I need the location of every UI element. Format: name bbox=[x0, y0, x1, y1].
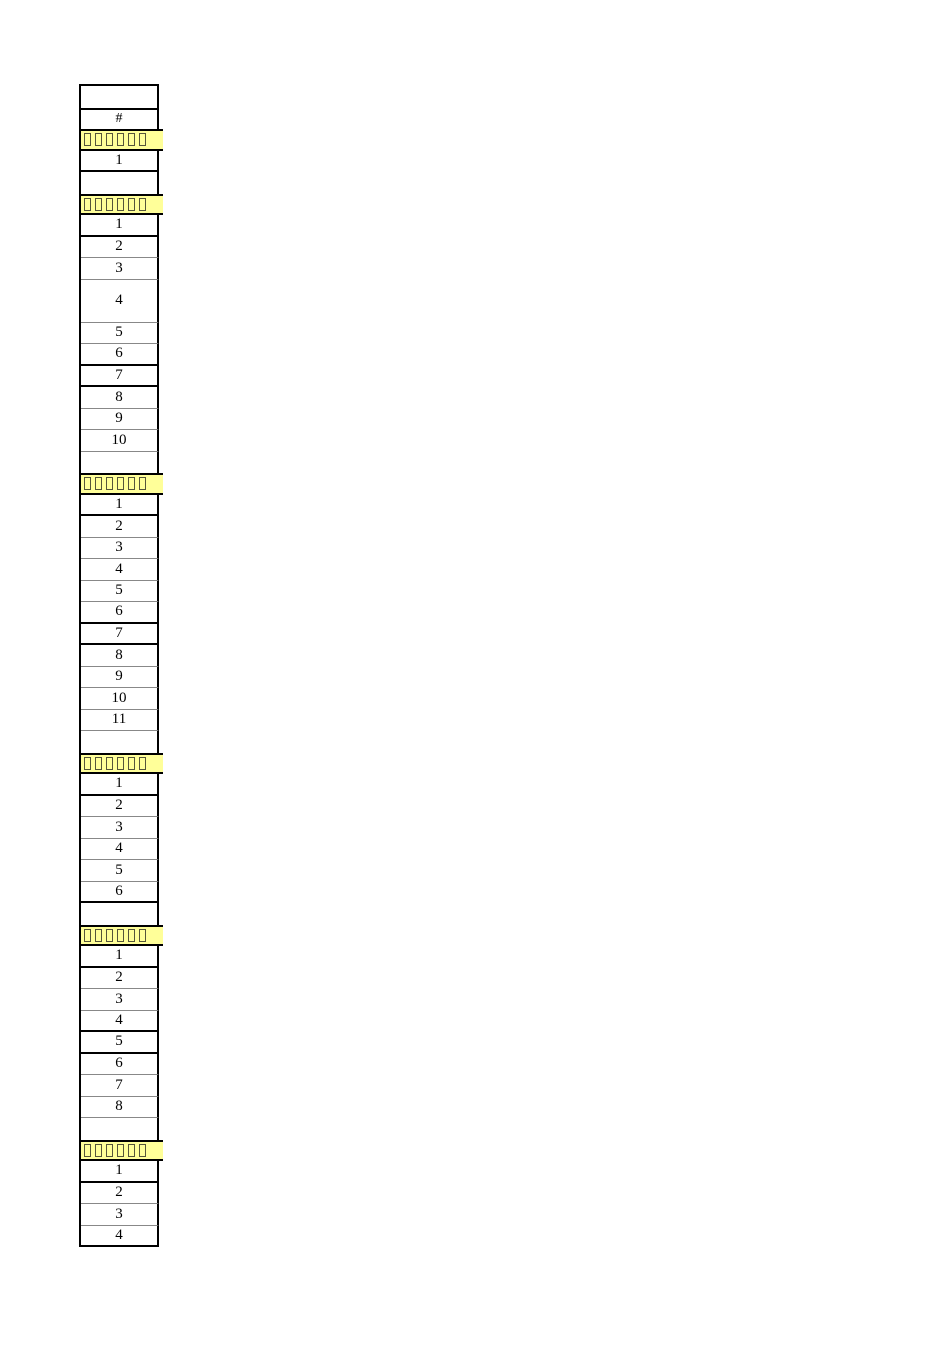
number-cell[interactable]: 8 bbox=[81, 1096, 159, 1118]
missing-glyph-box bbox=[84, 197, 91, 211]
missing-glyph-box bbox=[128, 928, 135, 942]
missing-glyph-box bbox=[106, 1143, 113, 1157]
number-cell[interactable]: 2 bbox=[81, 795, 159, 817]
number-cell[interactable]: 4 bbox=[81, 559, 159, 581]
number-cell[interactable]: 2 bbox=[81, 516, 159, 538]
number-cell[interactable]: 5 bbox=[81, 1032, 159, 1054]
section-header-cell[interactable] bbox=[81, 473, 163, 495]
missing-glyph-box bbox=[139, 197, 146, 211]
missing-glyph-box bbox=[106, 197, 113, 211]
missing-glyph-box bbox=[84, 1143, 91, 1157]
number-cell[interactable]: 1 bbox=[81, 150, 159, 172]
number-cell[interactable]: 4 bbox=[81, 279, 159, 323]
missing-glyph-box bbox=[84, 756, 91, 770]
number-cell[interactable]: 8 bbox=[81, 645, 159, 667]
missing-glyph-box bbox=[95, 928, 102, 942]
missing-glyph-box bbox=[106, 928, 113, 942]
missing-glyph-box bbox=[117, 928, 124, 942]
missing-glyph-box bbox=[117, 756, 124, 770]
number-cell[interactable]: 9 bbox=[81, 408, 159, 430]
empty-cell[interactable] bbox=[81, 903, 159, 925]
missing-glyph-box bbox=[139, 133, 146, 147]
missing-glyph-box bbox=[117, 1143, 124, 1157]
number-cell[interactable]: 7 bbox=[81, 623, 159, 645]
number-cell[interactable]: 5 bbox=[81, 322, 159, 344]
missing-glyph-box bbox=[95, 756, 102, 770]
number-cell[interactable]: 3 bbox=[81, 258, 159, 280]
number-cell[interactable]: 3 bbox=[81, 537, 159, 559]
missing-glyph-box bbox=[106, 133, 113, 147]
section-header-cell[interactable] bbox=[81, 193, 163, 215]
empty-cell[interactable] bbox=[81, 86, 159, 108]
missing-glyph-box bbox=[84, 133, 91, 147]
empty-cell[interactable] bbox=[81, 172, 159, 194]
hash-cell[interactable]: # bbox=[81, 107, 159, 129]
number-cell[interactable]: 9 bbox=[81, 666, 159, 688]
empty-cell[interactable] bbox=[81, 731, 159, 753]
section-header-cell[interactable] bbox=[81, 129, 163, 151]
missing-glyph-box bbox=[95, 197, 102, 211]
number-cell[interactable]: 1 bbox=[81, 494, 159, 516]
section-header-cell[interactable] bbox=[81, 752, 163, 774]
number-cell[interactable]: 2 bbox=[81, 1182, 159, 1204]
missing-glyph-box bbox=[139, 756, 146, 770]
missing-glyph-box bbox=[128, 1143, 135, 1157]
missing-glyph-box bbox=[117, 133, 124, 147]
number-cell[interactable]: 5 bbox=[81, 580, 159, 602]
number-cell[interactable]: 6 bbox=[81, 881, 159, 903]
missing-glyph-box bbox=[84, 477, 91, 491]
missing-glyph-box bbox=[117, 197, 124, 211]
missing-glyph-box bbox=[128, 197, 135, 211]
empty-cell[interactable] bbox=[81, 1118, 159, 1140]
number-cell[interactable]: 4 bbox=[81, 1225, 159, 1247]
missing-glyph-box bbox=[95, 1143, 102, 1157]
missing-glyph-box bbox=[117, 477, 124, 491]
number-cell[interactable]: 7 bbox=[81, 1075, 159, 1097]
number-cell[interactable]: 6 bbox=[81, 602, 159, 624]
section-header-cell[interactable] bbox=[81, 924, 163, 946]
number-cell[interactable]: 8 bbox=[81, 387, 159, 409]
missing-glyph-box bbox=[139, 928, 146, 942]
number-cell[interactable]: 4 bbox=[81, 838, 159, 860]
missing-glyph-box bbox=[106, 756, 113, 770]
number-cell[interactable]: 1 bbox=[81, 946, 159, 968]
number-cell[interactable]: 5 bbox=[81, 860, 159, 882]
section-header-cell[interactable] bbox=[81, 1139, 163, 1161]
number-cell[interactable]: 10 bbox=[81, 688, 159, 710]
number-cell[interactable]: 1 bbox=[81, 774, 159, 796]
number-cell[interactable]: 3 bbox=[81, 817, 159, 839]
number-cell[interactable]: 7 bbox=[81, 365, 159, 387]
number-cell[interactable]: 6 bbox=[81, 344, 159, 366]
missing-glyph-box bbox=[128, 756, 135, 770]
empty-cell[interactable] bbox=[81, 451, 159, 473]
number-cell[interactable]: 3 bbox=[81, 1204, 159, 1226]
number-cell[interactable]: 11 bbox=[81, 709, 159, 731]
number-cell[interactable]: 1 bbox=[81, 215, 159, 237]
missing-glyph-box bbox=[139, 1143, 146, 1157]
missing-glyph-box bbox=[84, 928, 91, 942]
number-cell[interactable]: 6 bbox=[81, 1053, 159, 1075]
number-cell[interactable]: 3 bbox=[81, 989, 159, 1011]
number-cell[interactable]: 2 bbox=[81, 967, 159, 989]
number-cell[interactable]: 10 bbox=[81, 430, 159, 452]
spreadsheet-column: #1 1 2 3 4 5 6 7 8 9 10 1 2 3 4 5 6 7 8 9 10 11 1 2 3 4 5 6 1 2 3 4 5 6 7 8… bbox=[79, 84, 163, 1247]
number-cell[interactable]: 2 bbox=[81, 236, 159, 258]
missing-glyph-box bbox=[128, 477, 135, 491]
number-cell[interactable]: 1 bbox=[81, 1161, 159, 1183]
number-cell[interactable]: 4 bbox=[81, 1010, 159, 1032]
missing-glyph-box bbox=[95, 477, 102, 491]
missing-glyph-box bbox=[95, 133, 102, 147]
missing-glyph-box bbox=[139, 477, 146, 491]
missing-glyph-box bbox=[106, 477, 113, 491]
missing-glyph-box bbox=[128, 133, 135, 147]
